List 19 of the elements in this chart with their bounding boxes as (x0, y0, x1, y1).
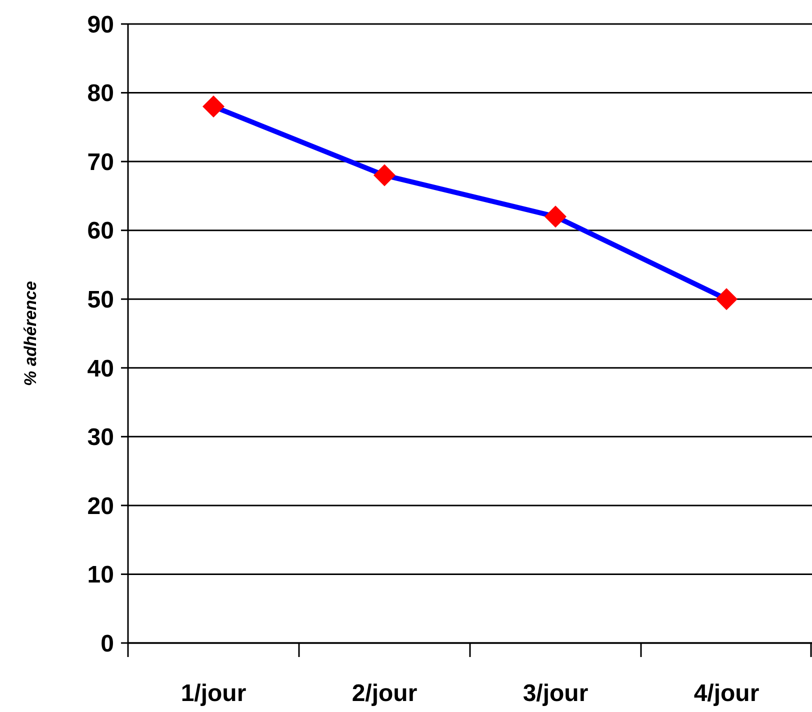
y-tick-label: 50 (87, 286, 114, 314)
x-tick-label: 4/jour (694, 680, 760, 707)
y-tick-label: 40 (87, 355, 114, 382)
y-tick-label: 20 (87, 492, 114, 520)
x-tick-label: 3/jour (522, 680, 588, 707)
y-tick-label: 60 (87, 218, 114, 245)
y-tick-label: 70 (87, 148, 114, 176)
point (202, 96, 224, 118)
x-tick-label: 1/jour (180, 680, 246, 707)
y-tick-label: 30 (87, 424, 114, 452)
x-tick-label: 2/jour (352, 680, 418, 707)
point (544, 206, 566, 228)
y-tick-label: 90 (87, 11, 114, 38)
y-tick-label: 0 (100, 630, 114, 658)
point (716, 288, 738, 310)
point (374, 164, 396, 186)
y-axis-title: % adhérence (21, 281, 40, 386)
y-tick-label: 10 (87, 562, 114, 589)
y-tick-label: 80 (87, 80, 114, 108)
